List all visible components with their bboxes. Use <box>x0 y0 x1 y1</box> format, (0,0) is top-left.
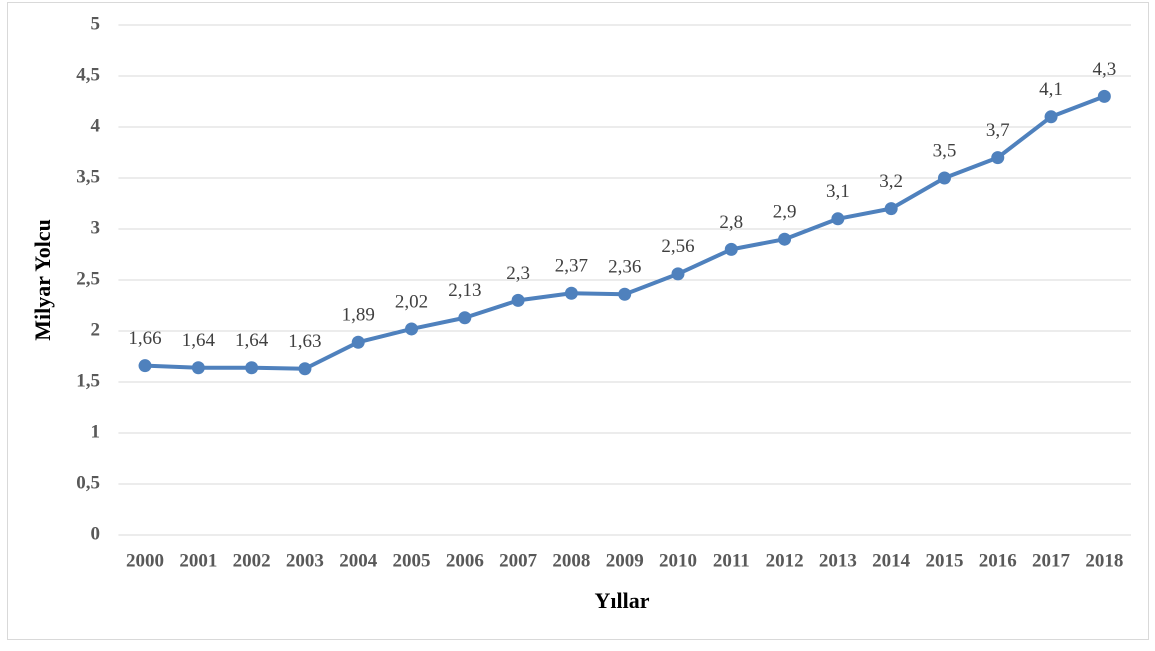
marker <box>245 361 259 375</box>
x-tick-label: 2010 <box>659 550 697 571</box>
marker <box>405 322 419 336</box>
x-tick-label: 2015 <box>925 550 963 571</box>
x-tick-label: 2004 <box>339 550 378 571</box>
data-label: 1,64 <box>182 330 216 351</box>
marker <box>191 361 205 375</box>
y-tick-label: 1 <box>91 421 101 442</box>
x-tick-label: 2012 <box>766 550 804 571</box>
y-tick-label: 4 <box>91 115 101 136</box>
data-label: 2,36 <box>608 257 641 278</box>
data-label: 1,89 <box>342 305 375 326</box>
data-label: 1,66 <box>128 328 161 349</box>
marker <box>937 171 951 185</box>
data-label: 2,56 <box>661 236 694 257</box>
x-tick-label: 2017 <box>1032 550 1071 571</box>
marker <box>298 362 312 376</box>
x-tick-label: 2011 <box>713 550 750 571</box>
data-label: 3,2 <box>879 171 903 192</box>
data-label: 4,3 <box>1092 59 1116 80</box>
marker <box>778 232 792 246</box>
marker <box>138 359 152 373</box>
x-tick-label: 2007 <box>499 550 538 571</box>
y-tick-label: 2 <box>91 319 101 340</box>
data-label: 2,02 <box>395 291 428 312</box>
y-tick-label: 3,5 <box>76 166 100 187</box>
marker <box>458 311 472 325</box>
data-label: 1,63 <box>288 331 321 352</box>
x-tick-label: 2009 <box>606 550 644 571</box>
x-tick-label: 2013 <box>819 550 857 571</box>
data-label: 2,9 <box>773 202 797 223</box>
marker <box>564 286 578 300</box>
data-label: 1,64 <box>235 330 269 351</box>
marker <box>831 212 845 226</box>
y-axis-title: Milyar Yolcu <box>30 219 55 341</box>
marker <box>724 242 738 256</box>
y-tick-label: 0 <box>91 523 101 544</box>
x-tick-label: 2018 <box>1085 550 1123 571</box>
x-tick-label: 2014 <box>872 550 911 571</box>
x-tick-label: 2003 <box>286 550 324 571</box>
marker <box>671 267 685 281</box>
y-tick-label: 2,5 <box>76 268 100 289</box>
marker <box>1044 110 1058 124</box>
data-label: 4,1 <box>1039 79 1063 100</box>
y-tick-label: 1,5 <box>76 370 100 391</box>
data-label: 2,13 <box>448 280 481 301</box>
x-tick-label: 2000 <box>126 550 164 571</box>
data-label: 2,3 <box>506 263 530 284</box>
marker <box>351 335 365 349</box>
y-tick-label: 5 <box>91 13 101 34</box>
data-label: 3,7 <box>986 120 1010 141</box>
y-tick-label: 0,5 <box>76 472 100 493</box>
marker <box>1097 89 1111 103</box>
x-tick-label: 2002 <box>233 550 271 571</box>
x-tick-label: 2005 <box>393 550 431 571</box>
y-tick-label: 3 <box>91 217 101 238</box>
marker <box>618 287 632 301</box>
x-tick-label: 2016 <box>979 550 1017 571</box>
marker <box>884 202 898 216</box>
marker <box>991 151 1005 165</box>
x-tick-label: 2008 <box>552 550 590 571</box>
marker <box>511 293 525 307</box>
x-tick-label: 2006 <box>446 550 484 571</box>
x-tick-label: 2001 <box>179 550 217 571</box>
chart-border <box>7 2 1149 640</box>
y-tick-label: 4,5 <box>76 64 100 85</box>
data-label: 3,1 <box>826 181 850 202</box>
data-label: 2,8 <box>719 212 743 233</box>
data-label: 3,5 <box>933 140 957 161</box>
x-axis-title: Yıllar <box>595 588 650 613</box>
data-label: 2,37 <box>555 256 588 277</box>
